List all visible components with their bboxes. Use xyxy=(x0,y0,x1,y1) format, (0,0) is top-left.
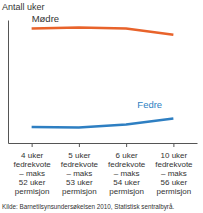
x-tick-label: 6 ukerfedrekvote– maks54 ukerpermisjon xyxy=(108,151,146,196)
lines xyxy=(32,27,174,127)
chart: 4 ukerfedrekvote– maks52 ukerpermisjon 5 … xyxy=(0,0,203,213)
x-tick-label: 5 ukerfedrekvote– maks53 ukerpermisjon xyxy=(61,151,99,196)
series-line xyxy=(32,118,174,127)
x-tick-mark xyxy=(32,143,33,147)
x-tick: 5 ukerfedrekvote– maks53 ukerpermisjon xyxy=(61,143,99,196)
x-tick-mark xyxy=(173,143,174,147)
series-label: Fedre xyxy=(137,99,162,110)
y-axis xyxy=(8,21,9,144)
x-axis-line xyxy=(9,143,198,144)
y-axis-line xyxy=(8,21,9,144)
x-tick-mark xyxy=(126,143,127,147)
x-tick-label: 4 ukerfedrekvote– maks52 ukerpermisjon xyxy=(13,151,51,196)
x-tick: 4 ukerfedrekvote– maks52 ukerpermisjon xyxy=(13,143,51,196)
x-tick-label: 10 ukerfedrekvote– maks56 ukerpermisjon xyxy=(155,151,193,196)
y-axis-label: Antall uker xyxy=(2,2,45,12)
x-tick: 10 ukerfedrekvote– maks56 ukerpermisjon xyxy=(155,143,193,196)
x-axis: 4 ukerfedrekvote– maks52 ukerpermisjon 5 … xyxy=(9,143,198,196)
x-tick: 6 ukerfedrekvote– maks54 ukerpermisjon xyxy=(108,143,146,196)
x-tick-mark xyxy=(79,143,80,147)
plot: 4 ukerfedrekvote– maks52 ukerpermisjon 5 … xyxy=(9,21,198,196)
series-line xyxy=(32,27,174,34)
series-label: Mødre xyxy=(32,13,59,24)
source: Kilde: Barnetilsynsundersøkelsen 2010, S… xyxy=(2,203,174,211)
